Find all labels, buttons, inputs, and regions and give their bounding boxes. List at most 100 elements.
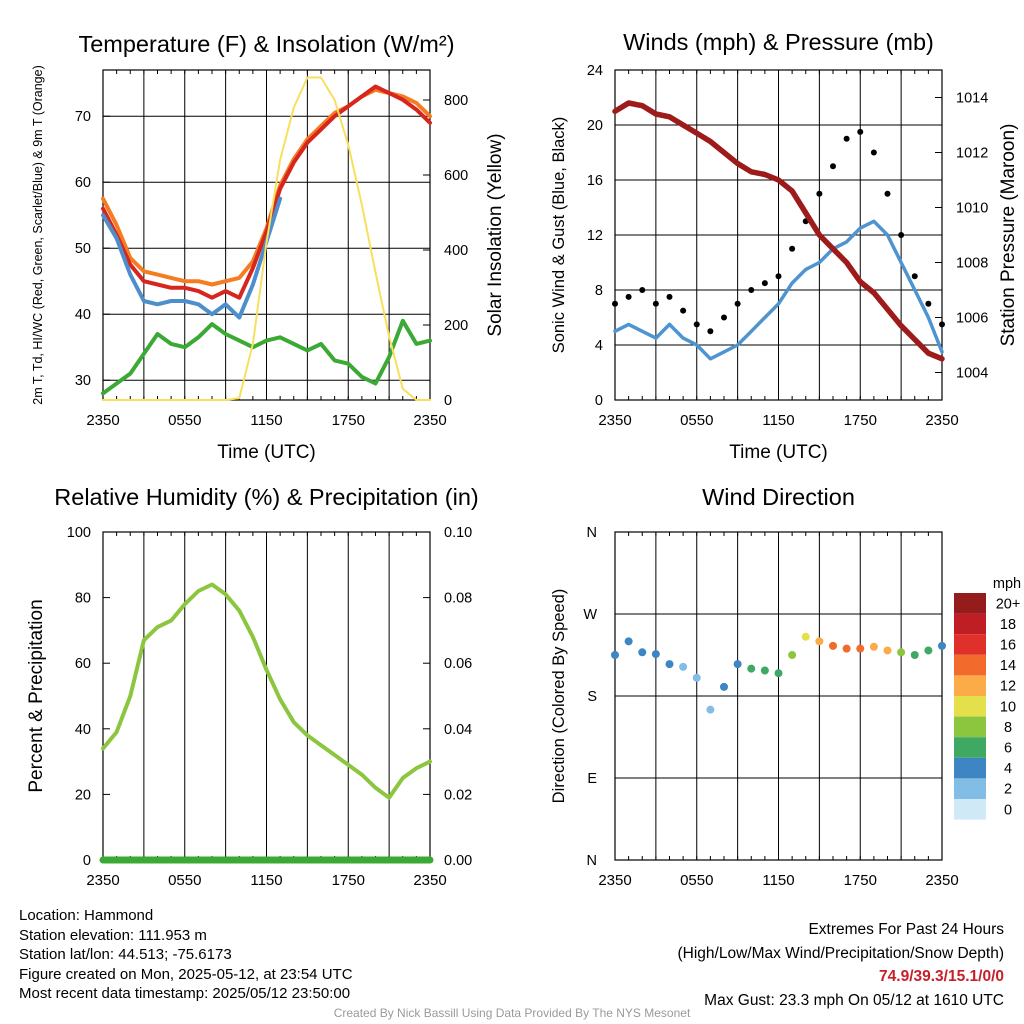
gust-point: [898, 232, 905, 238]
direction-point: [651, 650, 660, 659]
gust-point: [721, 314, 727, 321]
gust-point: [680, 307, 687, 314]
direction-point: [679, 662, 688, 671]
gust-point: [789, 245, 796, 252]
x-tick-label: 0550: [168, 412, 201, 429]
gust-point: [652, 300, 659, 307]
extremes-title: Extremes For Past 24 Hours: [808, 921, 1004, 938]
legend-swatch: [954, 593, 986, 614]
y-right-tick-label: 0: [444, 393, 452, 409]
direction-point: [638, 648, 647, 657]
legend-swatch: [954, 799, 986, 820]
direction-point: [747, 664, 756, 673]
legend-label: 14: [1000, 658, 1016, 674]
x-tick-label: 2350: [86, 872, 119, 889]
y-right-tick-label: 0.06: [444, 656, 472, 672]
direction-point: [815, 637, 824, 646]
legend-swatch: [954, 675, 986, 696]
gust-point: [843, 135, 850, 142]
direction-point: [760, 666, 769, 675]
x-tick-label: 0550: [168, 872, 201, 889]
legend-label: 4: [1004, 761, 1012, 777]
relative-humidity-line: [101, 582, 432, 800]
gust-point: [830, 163, 836, 170]
x-axis-label: Time (UTC): [217, 442, 316, 463]
chart-panel-temperature: 2350 0550 1150 1750 2350 Temperature (F) & In…: [31, 31, 506, 463]
gust-point: [911, 273, 918, 280]
x-tick-label: 1750: [332, 872, 365, 889]
x-tick-label: 2350: [598, 412, 631, 429]
extremes-values: 74.9/39.3/15.1/0/0: [879, 968, 1004, 985]
recent-data-text: Most recent data timestamp: 2025/05/12 2…: [19, 985, 351, 1002]
gust-point: [816, 190, 823, 197]
y-tick-label: W: [583, 607, 597, 623]
x-tick-label: 1750: [332, 412, 365, 429]
created-text: Figure created on Mon, 2025-05-12, at 23…: [19, 965, 353, 983]
legend-swatch: [954, 778, 986, 799]
gust-point: [666, 293, 673, 300]
chart-title: Temperature (F) & Insolation (W/m²): [78, 31, 454, 57]
legend-swatch: [954, 737, 986, 758]
x-tick-label: 1150: [762, 412, 794, 429]
y-tick-label: N: [587, 853, 597, 869]
gust-point: [884, 190, 891, 197]
direction-point: [910, 651, 919, 659]
y-tick-label: 60: [75, 175, 91, 191]
direction-point: [938, 641, 946, 650]
y-right-tick-label: 0.02: [444, 787, 472, 803]
gust-point: [707, 328, 714, 335]
x-tick-label: 2350: [413, 872, 446, 889]
legend-swatch: [954, 716, 986, 738]
x-tick-label: 1750: [844, 872, 877, 889]
direction-point: [733, 660, 742, 669]
y-right-tick-label: 1006: [956, 311, 988, 327]
direction-point: [842, 644, 851, 653]
y-tick-label: 0: [595, 393, 603, 409]
latlon-text: Station lat/lon: 44.513; -75.6173: [19, 946, 232, 963]
y-right-tick-label: 0.08: [444, 591, 472, 607]
y-tick-label: 24: [587, 63, 603, 79]
y-tick-label: 70: [75, 109, 91, 125]
chart-panel-winds: 2350 0550 1150 1750 2350 Winds (mph) & Pressu…: [550, 29, 1019, 463]
y-right-tick-label: 200: [444, 318, 468, 334]
y-tick-label: 4: [595, 338, 603, 354]
legend-swatch: [954, 696, 986, 717]
direction-point: [624, 637, 633, 646]
y-right-tick-label: 1004: [956, 366, 988, 382]
y-right-axis-label: Solar Insolation (Yellow): [485, 133, 506, 336]
x-tick-label: 1150: [250, 872, 282, 889]
direction-point: [883, 646, 892, 655]
gust-point: [775, 273, 782, 280]
y-tick-label: 80: [75, 591, 91, 607]
legend-swatch: [954, 757, 986, 779]
y-tick-label: 20: [587, 118, 603, 134]
legend-label: 10: [1000, 699, 1016, 715]
y-tick-label: 40: [75, 307, 91, 323]
y-tick-label: 50: [75, 241, 91, 257]
direction-point: [856, 644, 865, 653]
gust-point: [925, 300, 932, 307]
extremes-subtitle: (High/Low/Max Wind/Precipitation/Snow De…: [677, 944, 1005, 962]
gust-point: [612, 300, 618, 307]
gust-point: [870, 149, 877, 156]
sonic-wind-line: [613, 219, 944, 361]
heat-index-windchill-line: [101, 196, 283, 320]
direction-point: [706, 705, 715, 714]
y-tick-label: S: [587, 689, 597, 705]
legend-label: 6: [1004, 741, 1012, 757]
legend-label: 20+: [996, 596, 1021, 612]
chart-title: Wind Direction: [702, 484, 855, 510]
direction-point: [788, 651, 797, 659]
direction-point: [924, 646, 933, 655]
legend-label: 16: [1000, 638, 1016, 654]
direction-point: [869, 642, 878, 651]
direction-point: [611, 651, 619, 659]
location-text: Location: Hammond: [19, 907, 154, 924]
gust-point: [748, 287, 755, 293]
y-right-tick-label: 0.04: [444, 722, 472, 738]
direction-point: [801, 632, 810, 641]
direction-point: [774, 669, 783, 678]
gust-point: [857, 128, 864, 135]
gust-point: [639, 287, 646, 293]
y-right-tick-label: 0.10: [444, 525, 472, 541]
